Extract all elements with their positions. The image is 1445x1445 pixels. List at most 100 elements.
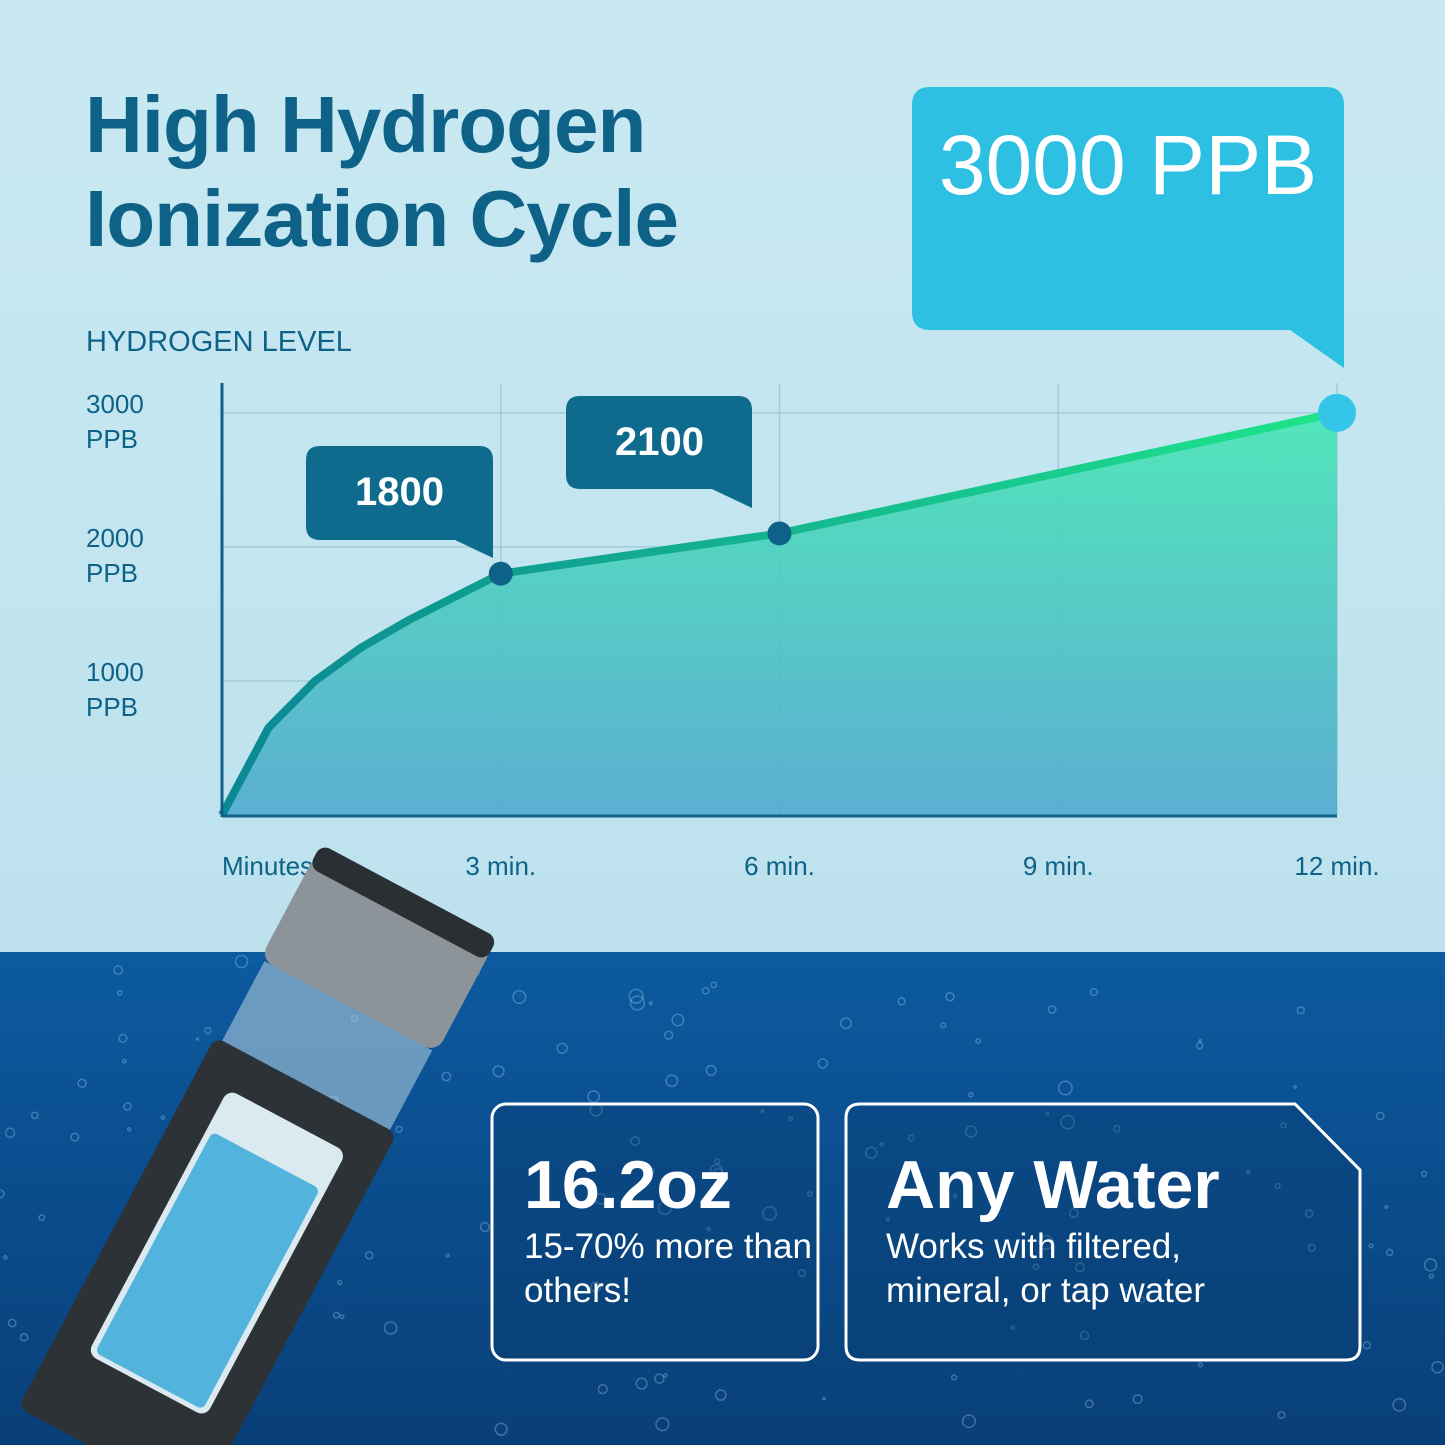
bubble (336, 1279, 343, 1286)
data-point (1318, 393, 1356, 432)
bubble (494, 1422, 508, 1436)
bubble (945, 992, 955, 1002)
bubble (1423, 1258, 1438, 1272)
bubble (1057, 1080, 1073, 1096)
bubble (1428, 1273, 1434, 1279)
bubble (1132, 1394, 1143, 1405)
bubble (1138, 1296, 1146, 1304)
bubble (1079, 1330, 1090, 1341)
bubble (556, 1042, 568, 1054)
bubble (1375, 1111, 1385, 1121)
bubble (952, 1193, 958, 1199)
feature-text: Works with filtered, mineral, or tap wat… (886, 1227, 1206, 1310)
bubble (1074, 1262, 1086, 1273)
bubble (1195, 1041, 1204, 1050)
bubble (1277, 1410, 1286, 1420)
bubble (116, 989, 123, 996)
bubble (713, 1167, 724, 1178)
bubble (1112, 1124, 1121, 1133)
bubble (1032, 1263, 1040, 1271)
bubble (77, 1078, 87, 1088)
bubble (204, 1026, 212, 1035)
feature-title: Any Water (886, 1147, 1220, 1223)
bubble (121, 1058, 127, 1064)
bubble (628, 988, 644, 1004)
bubble (705, 1064, 717, 1076)
bubble (195, 1037, 200, 1041)
bubble (715, 1389, 727, 1401)
bubble (1296, 1006, 1305, 1015)
bubble (38, 1214, 46, 1222)
x-tick-label: Minutes (222, 851, 313, 881)
bottle-cap (264, 857, 489, 1048)
bubble (787, 1115, 794, 1122)
bubble (629, 995, 646, 1011)
bubble (648, 1001, 653, 1006)
bubble (126, 1127, 132, 1132)
bubble (160, 1115, 166, 1120)
bubble (760, 1109, 765, 1114)
bubble (1124, 1289, 1131, 1296)
bubble (590, 1281, 602, 1293)
bubble (706, 1226, 712, 1232)
bubble (647, 1167, 655, 1175)
bubble (864, 1146, 878, 1160)
bubble (1010, 1325, 1015, 1330)
bubble (0, 1189, 5, 1199)
bubble (1307, 1243, 1316, 1252)
area (222, 412, 1337, 815)
bubble (587, 1090, 601, 1103)
bubble (797, 1269, 806, 1278)
bubble (657, 1200, 672, 1216)
bubble (983, 1297, 987, 1302)
callout-box (306, 446, 493, 558)
feature-text: 15-70% more than others! (524, 1227, 812, 1310)
bottle-glass (222, 961, 433, 1130)
bubble (635, 1377, 648, 1390)
bubble (975, 1037, 982, 1044)
x-tick-label: 6 min. (744, 851, 815, 881)
bubble (821, 1396, 826, 1401)
bubble (1362, 1341, 1372, 1350)
bottle-water (97, 1133, 318, 1408)
bubble (383, 1321, 398, 1335)
y-tick-label: 2000 PPB (86, 522, 144, 588)
bubble (879, 1142, 884, 1147)
bubble (113, 965, 124, 976)
bubble (662, 1373, 668, 1378)
data-label: 1800 (355, 470, 444, 514)
bubble (671, 1013, 685, 1027)
bubble (951, 1374, 958, 1381)
bubble (885, 1217, 890, 1222)
bubble (4, 1127, 16, 1138)
bubble (479, 1221, 491, 1233)
y-tick-label: 1000 PPB (86, 656, 144, 722)
bubble (492, 1065, 505, 1078)
bubble (964, 1125, 978, 1138)
bubble (630, 1136, 641, 1147)
bubble (961, 1414, 976, 1429)
bubble (1280, 1122, 1287, 1129)
bubble (339, 1314, 345, 1320)
bubble (1060, 1114, 1075, 1130)
bubble (1045, 1111, 1050, 1116)
bubble (1038, 1234, 1054, 1250)
bubble (709, 1163, 724, 1178)
bubble (1274, 1182, 1281, 1190)
bubble (441, 1071, 452, 1082)
feature-box (844, 1102, 1362, 1362)
bubble (1392, 1397, 1407, 1412)
bubble (597, 1384, 608, 1395)
bubble (1246, 1169, 1251, 1175)
bubble (1089, 987, 1099, 997)
bubble (1421, 1170, 1428, 1178)
bubble (118, 1033, 128, 1043)
bubble (1084, 1399, 1094, 1409)
bubble (968, 1092, 974, 1098)
bubble (445, 1253, 450, 1258)
callout-box (912, 87, 1344, 368)
bubble (1385, 1248, 1394, 1257)
bubble (234, 954, 249, 969)
bubble (2, 1255, 8, 1260)
